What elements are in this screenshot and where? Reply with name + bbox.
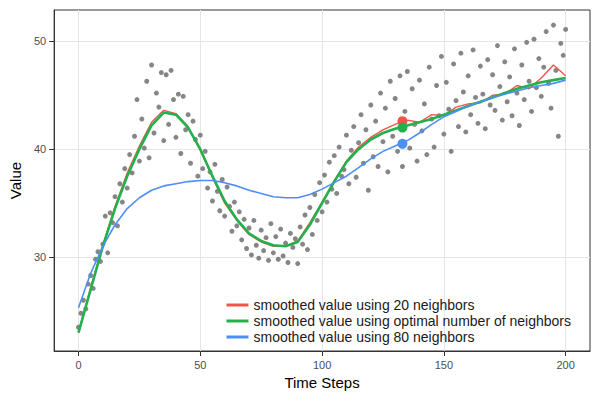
svg-text:0: 0: [75, 359, 81, 371]
svg-text:200: 200: [556, 359, 574, 371]
svg-text:Value: Value: [7, 162, 24, 199]
svg-text:50: 50: [34, 35, 46, 47]
svg-text:smoothed value using 80 neighb: smoothed value using 80 neighbors: [253, 329, 474, 345]
svg-text:40: 40: [34, 143, 46, 155]
svg-text:smoothed value using optimal n: smoothed value using optimal number of n…: [253, 313, 571, 329]
svg-text:30: 30: [34, 251, 46, 263]
svg-text:100: 100: [313, 359, 331, 371]
svg-text:50: 50: [194, 359, 206, 371]
svg-text:smoothed value using 20 neighb: smoothed value using 20 neighbors: [253, 297, 474, 313]
svg-text:150: 150: [435, 359, 453, 371]
svg-text:Time Steps: Time Steps: [284, 374, 359, 391]
